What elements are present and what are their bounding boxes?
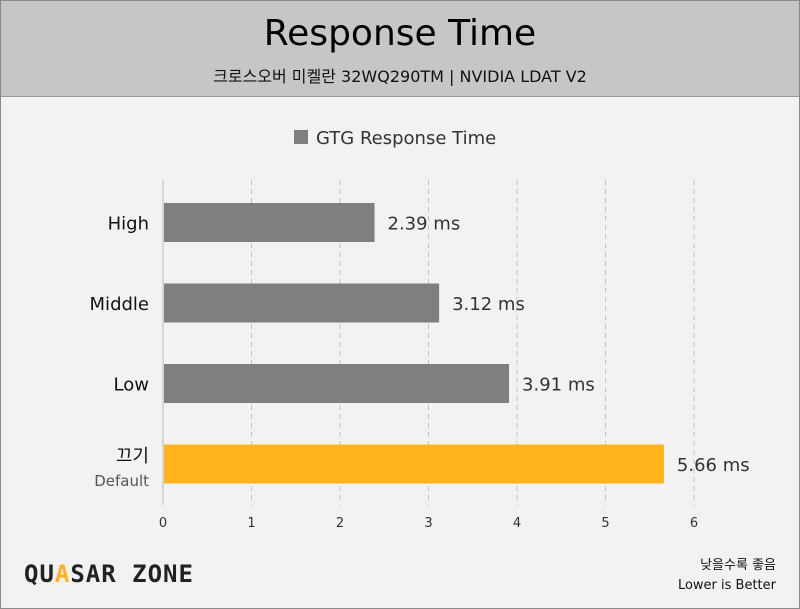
chart-title: Response Time (263, 13, 537, 54)
x-tick-label-4: 4 (513, 516, 521, 531)
x-tick-label-2: 2 (336, 516, 344, 531)
note-korean: 낮을수록 좋음 (700, 558, 776, 573)
category-label-2: Low (114, 375, 149, 396)
x-tick-label-0: 0 (159, 516, 167, 531)
x-tick-label-3: 3 (424, 516, 432, 531)
bar-1 (164, 283, 440, 323)
value-label-2: 3.91 ms (522, 375, 595, 396)
x-tick-label-5: 5 (601, 516, 609, 531)
note-english: Lower is Better (677, 578, 776, 593)
category-label-3: 끄기 (116, 446, 149, 467)
value-label-1: 3.12 ms (452, 294, 525, 315)
x-tick-label-6: 6 (690, 516, 698, 531)
legend-label: GTG Response Time (316, 128, 496, 149)
logo-accent: A (54, 560, 71, 588)
chart-header: Response Time 크로스오버 미켈란 32WQ290TM | NVID… (1, 1, 799, 97)
bar-2 (164, 364, 510, 403)
legend-swatch (294, 130, 308, 144)
chart-subtitle: 크로스오버 미켈란 32WQ290TM | NVIDIA LDAT V2 (213, 67, 587, 86)
x-tick-label-1: 1 (247, 516, 255, 531)
bar-3 (164, 444, 664, 484)
value-label-3: 5.66 ms (677, 455, 750, 476)
category-label-0: High (108, 214, 149, 235)
bar-0 (164, 203, 375, 242)
brand-logo: QUASAR ZONE (24, 560, 194, 588)
category-sublabel-3: Default (94, 472, 149, 490)
category-label-1: Middle (90, 294, 149, 315)
footer-note: 낮을수록 좋음 Lower is Better (678, 556, 776, 596)
value-label-0: 2.39 ms (388, 214, 461, 235)
